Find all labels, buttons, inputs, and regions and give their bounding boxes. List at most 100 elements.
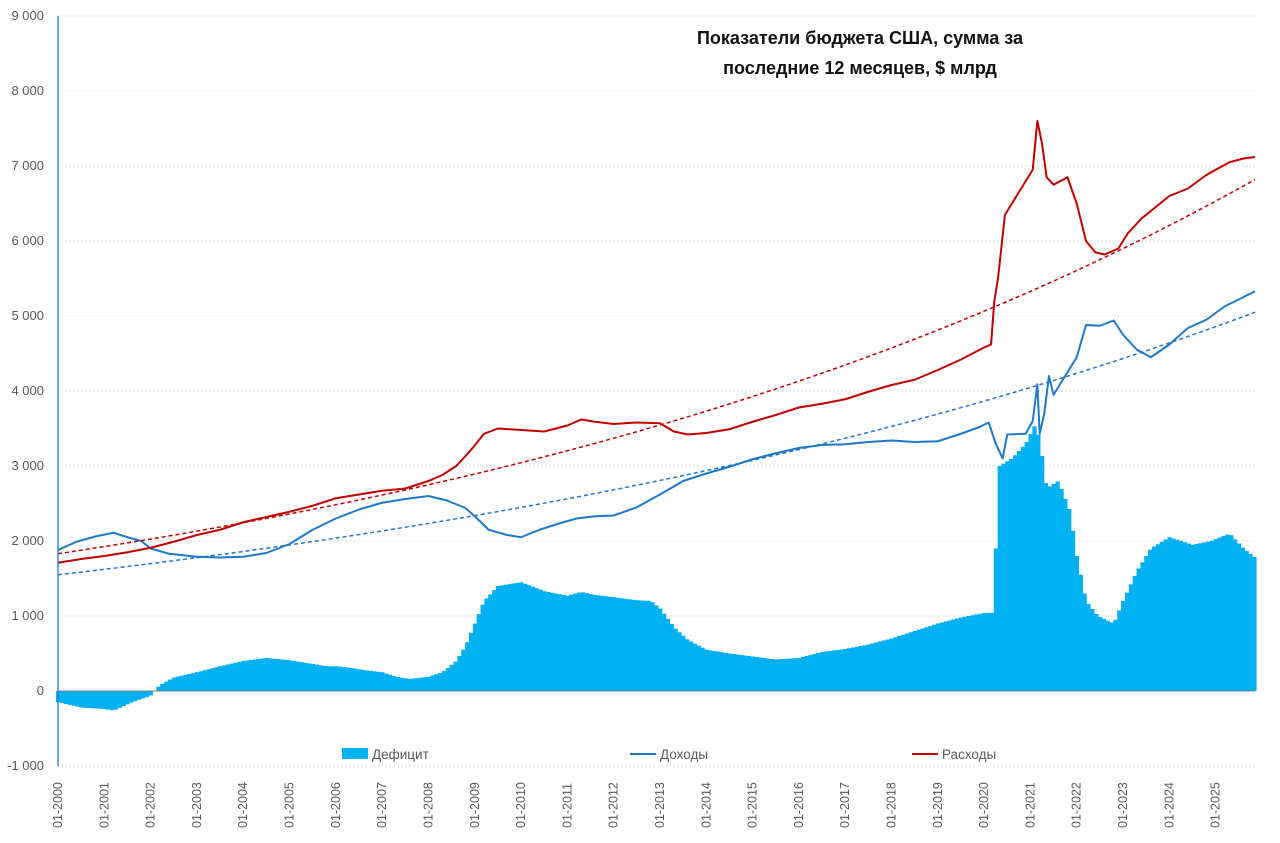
deficit-bar [1175,539,1180,691]
deficit-bar [696,645,701,691]
deficit-bar [306,663,312,691]
deficit-bar [233,662,238,691]
deficit-bar [700,647,705,691]
x-tick-label: 01-2000 [51,782,65,828]
y-axis-ticks: 9 000 8 000 7 000 6 000 5 000 4 000 3 000 2 000… [7,8,44,773]
deficit-bar [1055,481,1060,691]
deficit-bar [546,592,551,691]
deficit-bar [457,656,462,691]
deficit-bar [962,616,968,691]
deficit-bar [268,658,273,691]
deficit-bar [1167,537,1172,691]
x-tick-label: 01-2004 [236,782,250,828]
deficit-bar [854,646,860,691]
deficit-bar [102,691,107,709]
deficit-bar [831,650,836,691]
deficit-bar [418,677,424,691]
deficit-bar [519,582,524,691]
deficit-bar [376,671,381,691]
x-tick-label: 01-2010 [514,782,528,828]
deficit-bar [642,600,647,691]
deficit-bar [762,658,767,691]
deficit-bar [1190,544,1195,691]
deficit-bar [499,585,505,691]
deficit-bar [330,666,335,691]
deficit-bar [673,628,678,691]
deficit-bar [1117,610,1122,691]
deficit-bars [56,426,1257,711]
deficit-bar [384,673,389,691]
deficit-bar [144,691,150,697]
deficit-bar [1194,543,1199,691]
deficit-bar [1136,568,1141,691]
x-tick-label: 01-2011 [560,783,574,828]
deficit-bar [322,665,327,691]
x-tick-label: 01-2008 [421,782,435,828]
deficit-bar [1209,540,1215,691]
deficit-bar [997,465,1002,691]
deficit-bar [218,666,223,691]
deficit-bar [411,678,416,691]
deficit-bar [349,668,354,691]
y-tick-label: -1 000 [7,758,44,773]
deficit-bar [1182,542,1188,691]
deficit-bar [796,658,802,691]
deficit-bar [565,595,570,691]
deficit-bar [928,626,933,691]
deficit-bar [245,660,250,691]
deficit-bar [827,651,833,691]
deficit-bar [847,648,852,691]
deficit-bar [94,691,99,709]
deficit-bar [148,691,153,696]
deficit-bar [1225,534,1230,691]
deficit-bar [391,676,397,691]
deficit-bar [310,664,316,691]
deficit-bar [1097,617,1103,691]
deficit-bar [438,673,443,691]
deficit-bar [723,652,728,691]
spending-trend-line [57,178,1256,555]
deficit-bar [468,632,474,691]
deficit-bar [59,691,65,704]
deficit-bar [272,658,277,691]
deficit-bar [677,632,682,691]
deficit-bar [754,657,759,691]
deficit-bar [337,666,343,691]
deficit-bar [1094,614,1099,691]
y-tick-label: 8 000 [11,83,44,98]
x-tick-label: 01-2020 [977,782,991,828]
deficit-bar [908,632,914,691]
deficit-bar [758,657,763,691]
deficit-bar [484,598,489,691]
deficit-bar [580,592,586,691]
deficit-bar [252,659,258,691]
deficit-bar [495,586,501,691]
deficit-bar [507,584,512,691]
deficit-bar [453,661,458,691]
deficit-bar [137,691,142,700]
deficit-bar [530,586,535,691]
x-tick-label: 01-2003 [190,782,204,828]
deficit-bar [634,600,640,691]
deficit-bar [206,669,211,691]
deficit-bar [1252,556,1257,691]
deficit-bar [357,669,362,691]
deficit-bar [1144,556,1149,691]
deficit-bar [777,659,782,691]
deficit-bar [345,667,350,691]
deficit-bar [1036,434,1041,691]
deficit-bar [970,615,975,691]
x-tick-label: 01-2005 [283,782,297,828]
deficit-bar [276,659,281,691]
legend-swatch [342,748,368,759]
x-tick-label: 01-2015 [746,782,760,828]
deficit-bar [279,659,285,691]
chart-title-line-2: последние 12 месяцев, $ млрд [723,58,997,78]
legend: Дефицит Доходы Расходы [342,747,996,762]
deficit-bar [1043,483,1049,691]
deficit-bar [1244,550,1249,691]
chart-title-line-1: Показатели бюджета США, сумма за [697,28,1024,48]
x-tick-label: 01-2007 [375,782,389,828]
deficit-bar [731,654,736,691]
deficit-bar [681,635,686,691]
